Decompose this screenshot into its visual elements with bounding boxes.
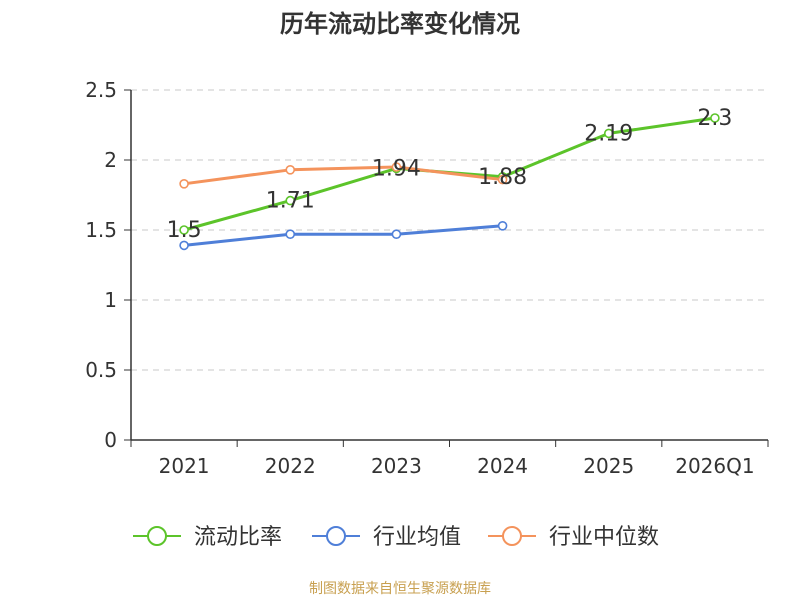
data-point xyxy=(285,195,296,206)
x-tick-label: 2023 xyxy=(371,454,422,478)
legend-label: 行业中位数 xyxy=(549,525,659,550)
data-point xyxy=(497,221,508,231)
y-tick-label: 0 xyxy=(104,428,117,452)
data-labels: 1.5 1.71 1.94 1.88 2.19 2.3 xyxy=(167,106,733,243)
legend: 流动比率 行业均值 行业中位数 xyxy=(133,525,659,550)
y-tick-label: 0.5 xyxy=(85,358,117,382)
data-point xyxy=(179,179,189,189)
axes: 0 0.5 1 1.5 2 2.5 2021 2022 2023 2024 2025 2026Q1 xyxy=(85,78,769,478)
series-layer xyxy=(179,113,720,251)
legend-item: 流动比率 xyxy=(133,525,282,550)
data-point xyxy=(497,174,508,185)
data-point xyxy=(391,162,402,172)
data-label: 1.5 xyxy=(167,218,202,243)
y-tick-label: 1.5 xyxy=(85,218,117,242)
chart-title: 历年流动比率变化情况 xyxy=(280,10,520,38)
legend-item: 行业中位数 xyxy=(488,525,659,550)
data-point xyxy=(391,229,402,239)
data-point xyxy=(285,229,296,239)
x-tick-label: 2025 xyxy=(583,454,634,478)
series-line xyxy=(183,165,503,186)
legend-item: 行业均值 xyxy=(312,525,461,550)
grid-lines xyxy=(131,89,768,371)
data-label: 2.3 xyxy=(697,106,732,131)
legend-marker xyxy=(326,526,346,546)
data-point xyxy=(179,240,189,251)
data-point xyxy=(710,113,720,123)
data-point xyxy=(179,225,189,235)
x-tick-label: 2022 xyxy=(265,454,316,478)
legend-marker xyxy=(147,526,167,546)
data-point xyxy=(285,165,296,175)
data-label: 1.94 xyxy=(372,156,421,181)
data-label: 2.19 xyxy=(584,121,633,146)
data-label: 1.71 xyxy=(266,189,315,214)
data-label: 1.88 xyxy=(478,165,527,190)
data-point xyxy=(603,128,614,139)
y-tick-label: 1 xyxy=(104,288,117,312)
y-tick-label: 2.5 xyxy=(85,78,117,102)
data-source-note: 制图数据来自恒生聚源数据库 xyxy=(309,581,491,597)
legend-marker xyxy=(502,526,522,546)
legend-label: 行业均值 xyxy=(373,525,461,550)
x-tick-label: 2021 xyxy=(159,454,210,478)
x-tick-label: 2024 xyxy=(477,454,528,478)
y-tick-label: 2 xyxy=(104,148,117,172)
legend-label: 流动比率 xyxy=(194,525,282,550)
x-tick-label: 2026Q1 xyxy=(675,454,754,478)
series-line xyxy=(183,224,503,247)
